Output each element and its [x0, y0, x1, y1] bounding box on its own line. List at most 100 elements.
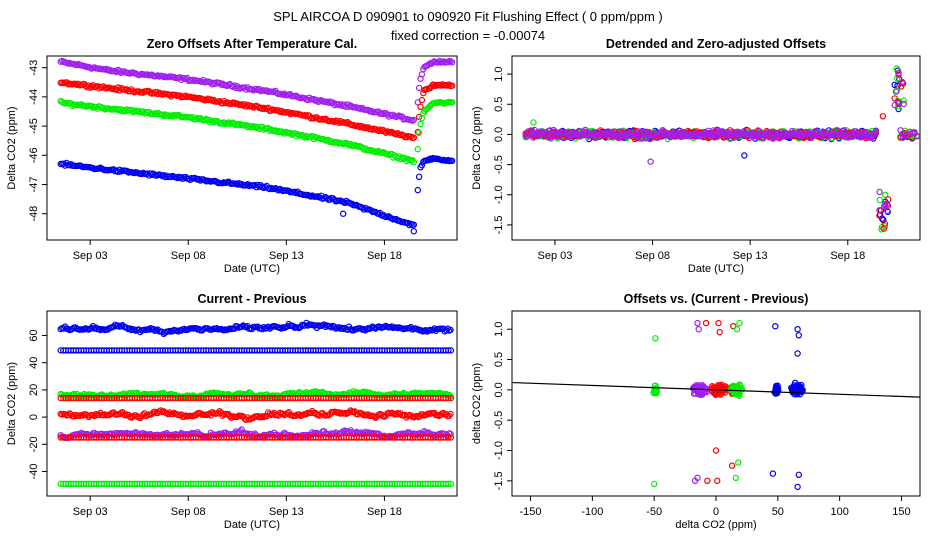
purple-point	[198, 78, 206, 86]
blue-point	[331, 196, 338, 203]
green-point	[92, 103, 100, 111]
purple-point	[436, 57, 443, 65]
green-spike-point	[893, 75, 901, 82]
y-axis-label: Delta CO2 (ppm)	[6, 106, 18, 189]
green-point	[345, 142, 353, 149]
figure-title: SPL AIRCOA D 090901 to 090920 Fit Flushi…	[273, 9, 663, 24]
green-point	[651, 388, 659, 395]
x-tick-label: Sep 03	[538, 250, 573, 262]
red-point	[382, 129, 390, 136]
green-point	[394, 154, 401, 162]
red-point	[445, 394, 452, 402]
blue-point	[791, 379, 799, 386]
red-point	[248, 102, 256, 110]
green-point	[234, 120, 241, 128]
green-point	[209, 390, 216, 398]
blue-point	[323, 194, 331, 202]
purple-point	[448, 59, 456, 66]
purple-spike-point	[892, 88, 900, 95]
red-point	[95, 411, 103, 418]
red-point	[216, 408, 223, 415]
purple-extreme-point	[694, 319, 701, 327]
blue-point	[316, 194, 323, 201]
purple-point	[551, 128, 559, 135]
blue-point	[148, 171, 156, 178]
chart-offsets-vs-diff: Offsets vs. (Current - Previous) -150 -100…	[471, 292, 921, 531]
green-spike-point	[893, 87, 901, 94]
chart-title: Zero Offsets After Temperature Cal.	[147, 37, 357, 51]
y-tick-label: 1.0	[493, 322, 505, 337]
red-point	[295, 411, 303, 418]
green-point	[153, 110, 160, 118]
red-point	[381, 128, 388, 135]
red-spike-point	[891, 95, 898, 102]
green-point	[287, 129, 294, 137]
purple-extreme-point	[691, 477, 699, 484]
blue-point	[772, 387, 780, 395]
purple-point	[650, 130, 658, 137]
red-point	[79, 412, 87, 419]
blue-point	[185, 175, 192, 182]
purple-point	[857, 134, 864, 141]
y-tick-label: -45	[28, 118, 40, 134]
y-tick-label: -1.5	[493, 215, 505, 234]
green-point	[403, 391, 410, 398]
purple-spike-point	[896, 98, 903, 106]
x-tick-label: 50	[772, 506, 784, 518]
blue-point	[414, 186, 421, 194]
x-tick-label: -50	[646, 506, 662, 518]
y-tick-label: 0.5	[493, 97, 505, 112]
x-axis-label: Date (UTC)	[224, 263, 280, 275]
chart-title: Detrended and Zero-adjusted Offsets	[606, 37, 826, 51]
green-point	[266, 127, 273, 134]
green-point	[733, 389, 740, 396]
purple-point	[232, 84, 239, 92]
purple-spike-point	[895, 69, 902, 77]
blue-point	[445, 347, 452, 354]
blue-point	[275, 187, 282, 194]
red-point	[285, 109, 292, 116]
y-axis-label: Delta CO2 (ppm)	[471, 106, 483, 189]
y-tick-label: -20	[28, 436, 40, 452]
red-point	[445, 434, 452, 441]
green-point	[735, 388, 743, 395]
blue-point	[161, 173, 169, 181]
x-tick-label: Sep 08	[635, 250, 670, 262]
y-tick-label: 20	[28, 384, 40, 396]
red-point	[203, 96, 210, 104]
red-point	[447, 394, 455, 402]
red-point	[70, 413, 78, 420]
green-point	[100, 104, 107, 112]
blue-point	[368, 324, 375, 331]
red-point	[447, 410, 454, 418]
y-tick-label: -48	[28, 206, 40, 222]
blue-extreme-point	[795, 332, 803, 339]
chart-title: Offsets vs. (Current - Previous)	[624, 292, 809, 306]
purple-point	[211, 80, 219, 88]
green-extreme-point	[732, 474, 740, 481]
green-spike-point	[876, 196, 884, 204]
y-tick-label: 1.0	[493, 66, 505, 81]
green-point	[69, 102, 76, 110]
green-point	[225, 119, 232, 126]
green-point	[415, 129, 423, 137]
blue-spike-point	[880, 216, 887, 224]
red-point	[360, 123, 367, 130]
blue-point	[447, 326, 454, 334]
y-axis-label: delta CO2 (ppm)	[471, 363, 483, 444]
x-tick-label: Sep 03	[73, 506, 108, 518]
y-tick-label: -43	[28, 60, 40, 76]
red-spike-point	[876, 212, 883, 219]
y-tick-label: 0.0	[493, 127, 505, 142]
red-extreme-point	[712, 447, 720, 454]
blue-extreme-point	[794, 350, 801, 357]
green-point	[88, 102, 95, 110]
red-point	[234, 413, 241, 421]
blue-point	[790, 385, 797, 392]
y-tick-label: -1.0	[493, 185, 505, 204]
blue-point	[322, 323, 329, 330]
chart-current-minus-previous: Current - Previous Sep 03 Sep 08 Sep 13 Sep …	[6, 292, 458, 531]
green-point	[414, 145, 421, 153]
blue-point	[447, 347, 455, 354]
red-point	[226, 413, 234, 420]
